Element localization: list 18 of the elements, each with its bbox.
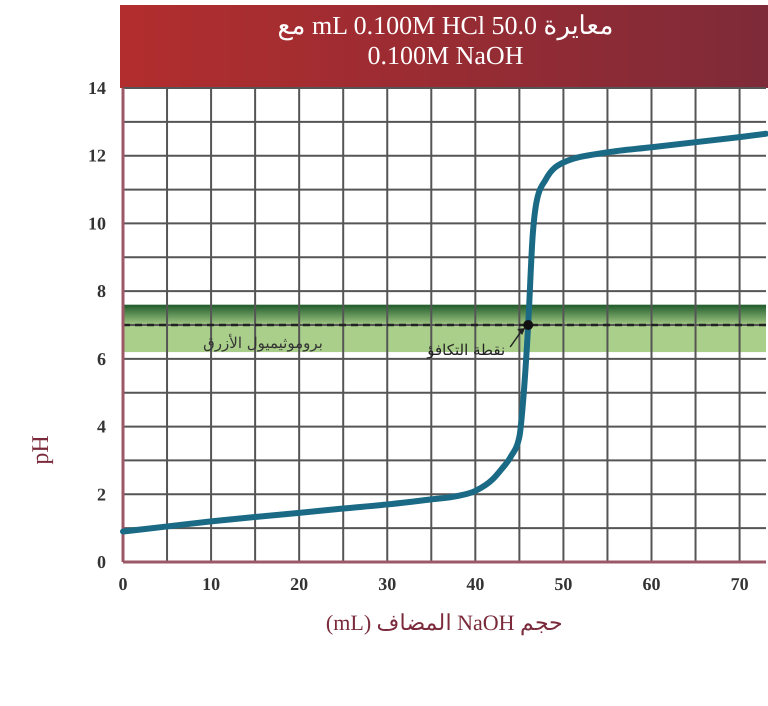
y-tick-label: 6: [97, 348, 106, 369]
y-tick-label: 0: [97, 552, 106, 572]
x-tick-label: 0: [118, 574, 128, 594]
y-tick-label: 14: [88, 78, 106, 98]
x-tick-label: 30: [378, 574, 396, 594]
y-tick-label: 12: [88, 146, 106, 166]
y-tick-label: 4: [97, 416, 106, 437]
y-tick-label: 2: [97, 484, 106, 504]
x-tick-label: 10: [202, 574, 220, 594]
x-tick-label: 40: [466, 574, 484, 594]
x-tick-label: 60: [642, 574, 660, 594]
x-tick-label: 70: [730, 574, 749, 594]
y-tick-label: 8: [97, 281, 106, 302]
x-tick-label: 20: [290, 574, 308, 594]
y-tick-label: 10: [88, 213, 106, 234]
x-axis-title: حجم NaOH المضاف (mL): [326, 610, 564, 636]
y-axis-title: pH: [28, 435, 54, 465]
x-tick-label: 50: [554, 574, 572, 594]
